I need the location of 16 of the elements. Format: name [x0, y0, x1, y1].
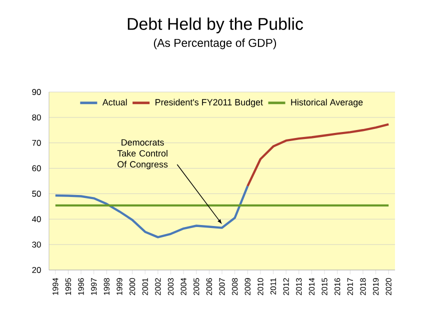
legend-label: Actual: [102, 98, 127, 106]
chart-title: Debt Held by the Public: [128, 18, 304, 34]
line-series: [246, 123, 390, 188]
legend-label: President's FY2011 Budget: [156, 98, 263, 108]
y-tick-label: 40: [32, 216, 41, 222]
legend-label: Historical Average: [291, 98, 363, 108]
y-tick-label: 60: [32, 165, 41, 172]
annotation: Democrats Take Control Of Congress: [117, 139, 168, 170]
chart-subtitle: (As Percentage of GDP): [154, 38, 276, 50]
y-tick-label: 30: [32, 242, 41, 248]
y-tick-label: 80: [32, 114, 41, 120]
y-tick-label: 70: [32, 140, 41, 146]
y-tick-label: 20: [32, 267, 41, 273]
y-tick-label: 90: [32, 89, 41, 95]
line-series: [54, 184, 249, 238]
y-tick-label: 50: [32, 190, 41, 197]
